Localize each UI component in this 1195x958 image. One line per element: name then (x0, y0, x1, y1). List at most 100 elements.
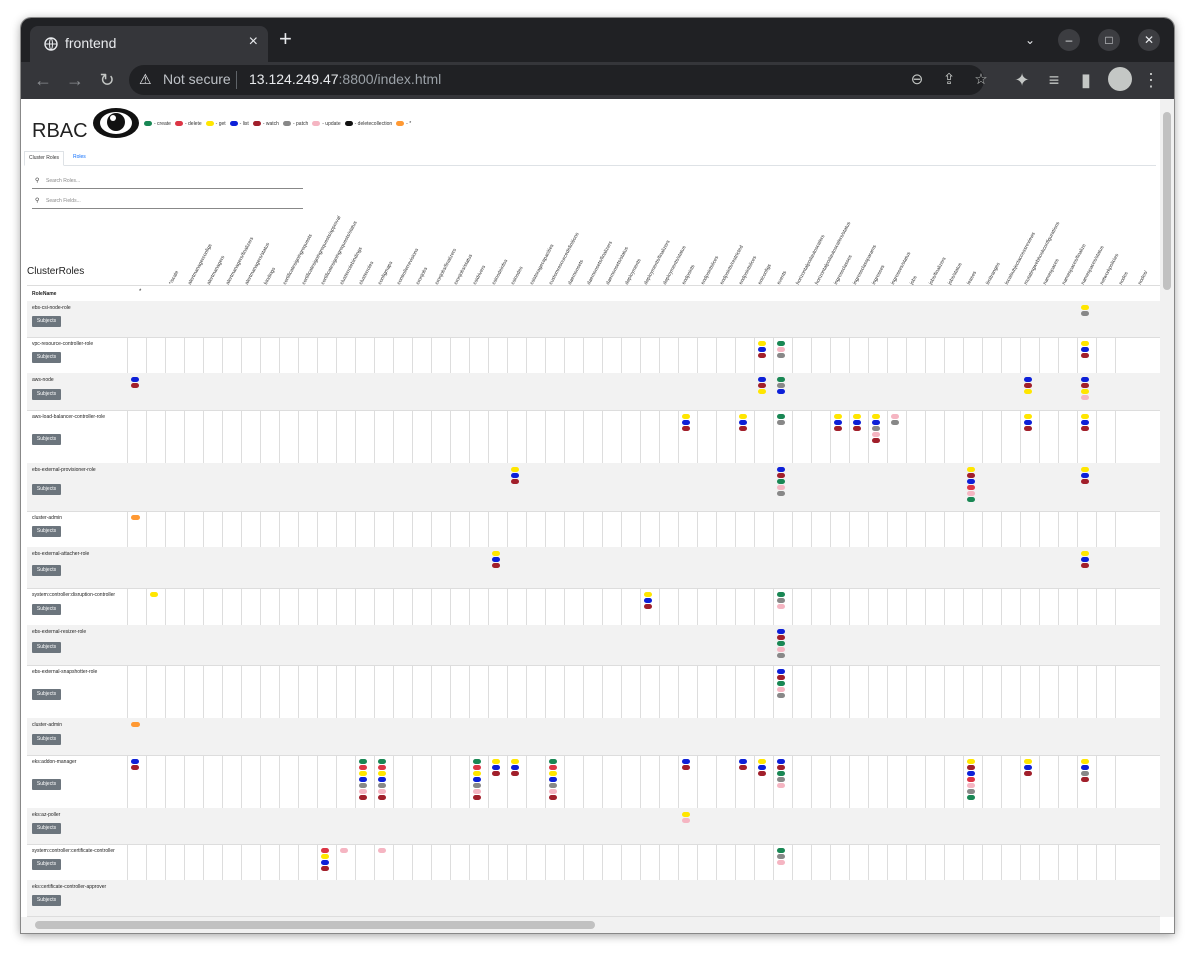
column-header-resource[interactable]: eniconfigs (757, 263, 773, 286)
column-header-resource[interactable]: deployments (624, 257, 643, 286)
column-header-resource[interactable]: jobs/status (947, 261, 964, 286)
column-header-resource[interactable]: clusterroles (358, 260, 376, 286)
column-header-resource[interactable]: jobs/finalizers (928, 256, 948, 286)
subjects-button[interactable]: Subjects (32, 823, 61, 834)
verb-badge-watch (492, 563, 500, 568)
tab-cluster-roles[interactable]: Cluster Roles (24, 151, 65, 166)
column-divider (792, 285, 793, 916)
verb-badge-list (777, 629, 785, 634)
verb-badge-list (473, 777, 481, 782)
column-header-resource[interactable]: ingresses (871, 264, 887, 286)
browser-tab[interactable]: frontend × (30, 26, 268, 62)
search-roles-input[interactable]: ⚲ Search Roles... (32, 174, 303, 189)
verb-badge-create (777, 681, 785, 686)
legend-item-delete: - delete (174, 121, 202, 127)
verb-badge-patch (378, 783, 386, 788)
verb-group (682, 812, 690, 823)
horizontal-scrollbar[interactable] (21, 917, 1160, 933)
scrollbar-thumb[interactable] (35, 921, 595, 929)
verb-badge-update (473, 789, 481, 794)
subjects-button[interactable]: Subjects (32, 689, 61, 700)
column-header-resource[interactable]: configmaps (377, 260, 395, 286)
bookmark-star-icon[interactable]: ☆ (974, 71, 988, 88)
verb-badge-watch (682, 426, 690, 431)
column-header-resource[interactable]: */scale (168, 269, 181, 286)
column-header-resource[interactable]: ingressclasses (833, 254, 854, 286)
verb-group (777, 848, 785, 865)
search-fields-input[interactable]: ⚲ Search Fields... (32, 194, 303, 209)
url-host: 13.124.249.47 (249, 71, 339, 87)
subjects-button[interactable]: Subjects (32, 734, 61, 745)
column-header-resource[interactable]: cronjobs/status (453, 253, 475, 286)
subjects-button[interactable]: Subjects (32, 565, 61, 576)
column-header-resource[interactable]: nodes/ (1137, 269, 1150, 286)
back-icon[interactable]: ← (34, 70, 52, 90)
subjects-button[interactable]: Subjects (32, 434, 61, 445)
verb-group (891, 414, 899, 425)
column-header-resource[interactable]: endpointslices (700, 255, 721, 286)
verb-group (473, 759, 481, 800)
subjects-button[interactable]: Subjects (32, 642, 61, 653)
url-text[interactable]: 13.124.249.47:8800/index.html (249, 71, 441, 87)
column-header-resource[interactable]: alertmanagers (206, 254, 227, 286)
column-header-resource[interactable]: horizontalpodautoscalers/status (814, 220, 853, 286)
subjects-button[interactable]: Subjects (32, 316, 61, 327)
menu-icon[interactable]: ⋮ (1142, 70, 1160, 90)
column-header-resource[interactable]: mutatingwebhookconfigurations (1023, 220, 1062, 286)
legend-dot (144, 121, 152, 127)
column-header-resource[interactable]: csidrivers (472, 264, 488, 286)
column-header-resource[interactable]: events (776, 269, 789, 286)
column-divider (602, 285, 603, 916)
side-panel-icon[interactable]: ▮ (1081, 70, 1091, 90)
column-header-resource[interactable]: limitranges (985, 261, 1002, 286)
verb-badge-create (777, 479, 785, 484)
table-row: ebs-external-resizer-role Subjects (27, 625, 1160, 666)
subjects-button[interactable]: Subjects (32, 389, 61, 400)
media-icon[interactable]: ≡ (1048, 70, 1060, 90)
subjects-button[interactable]: Subjects (32, 484, 61, 495)
column-header-resource[interactable]: certificatesigningrequests/status (320, 220, 359, 286)
zoom-icon[interactable]: ⊖ (910, 71, 924, 88)
column-header-resource[interactable]: csinodes (510, 265, 525, 286)
maximize-button[interactable]: □ (1098, 29, 1120, 51)
address-bar[interactable]: ⚠ Not secure 13.124.249.47:8800/index.ht… (129, 65, 988, 95)
column-header-resource[interactable]: bindings (263, 266, 278, 286)
verb-badge-watch (473, 795, 481, 800)
share-icon[interactable]: ⇪ (942, 71, 956, 88)
column-header-resource[interactable]: namespaces (1042, 257, 1061, 286)
column-header-resource[interactable]: leases (966, 270, 979, 286)
column-header-resource[interactable]: cronjobs (415, 266, 430, 286)
extensions-icon[interactable]: ✦ (1014, 70, 1030, 90)
verb-badge-watch (1081, 777, 1089, 782)
column-divider (469, 285, 470, 916)
column-header-resource[interactable]: endpoints (681, 263, 697, 286)
scrollbar-thumb[interactable] (1163, 112, 1171, 290)
subjects-button[interactable]: Subjects (32, 859, 61, 870)
forward-icon[interactable]: → (66, 70, 84, 90)
not-secure-label: Not secure (163, 71, 231, 87)
vertical-scrollbar[interactable] (1160, 99, 1174, 917)
verb-group (549, 759, 557, 800)
subjects-button[interactable]: Subjects (32, 526, 61, 537)
tab-roles[interactable]: Roles (73, 154, 86, 160)
close-window-button[interactable]: ✕ (1138, 29, 1160, 51)
close-icon[interactable]: × (248, 33, 258, 50)
subjects-button[interactable]: Subjects (32, 604, 61, 615)
verb-badge-list (758, 347, 766, 352)
column-header-resource[interactable]: endpointslices (738, 255, 759, 286)
reload-icon[interactable]: ↻ (99, 70, 115, 90)
verb-badge-watch (777, 675, 785, 680)
subjects-button[interactable]: Subjects (32, 779, 61, 790)
column-header-resource[interactable]: networkpolicies (1099, 252, 1121, 286)
subjects-button[interactable]: Subjects (32, 895, 61, 906)
profile-avatar[interactable] (1108, 67, 1132, 91)
chevron-down-icon[interactable]: ⌄ (1024, 33, 1036, 47)
column-header-resource[interactable]: nodes (1118, 270, 1130, 286)
verb-badge-update (777, 860, 785, 865)
column-header-resource[interactable]: csinodeinfos (491, 258, 510, 286)
column-header-resource[interactable]: daemonsets (567, 258, 586, 286)
legend-item-all: - * (396, 121, 411, 127)
new-tab-button[interactable]: + (279, 26, 292, 51)
subjects-button[interactable]: Subjects (32, 352, 61, 363)
minimize-button[interactable]: – (1058, 29, 1080, 51)
